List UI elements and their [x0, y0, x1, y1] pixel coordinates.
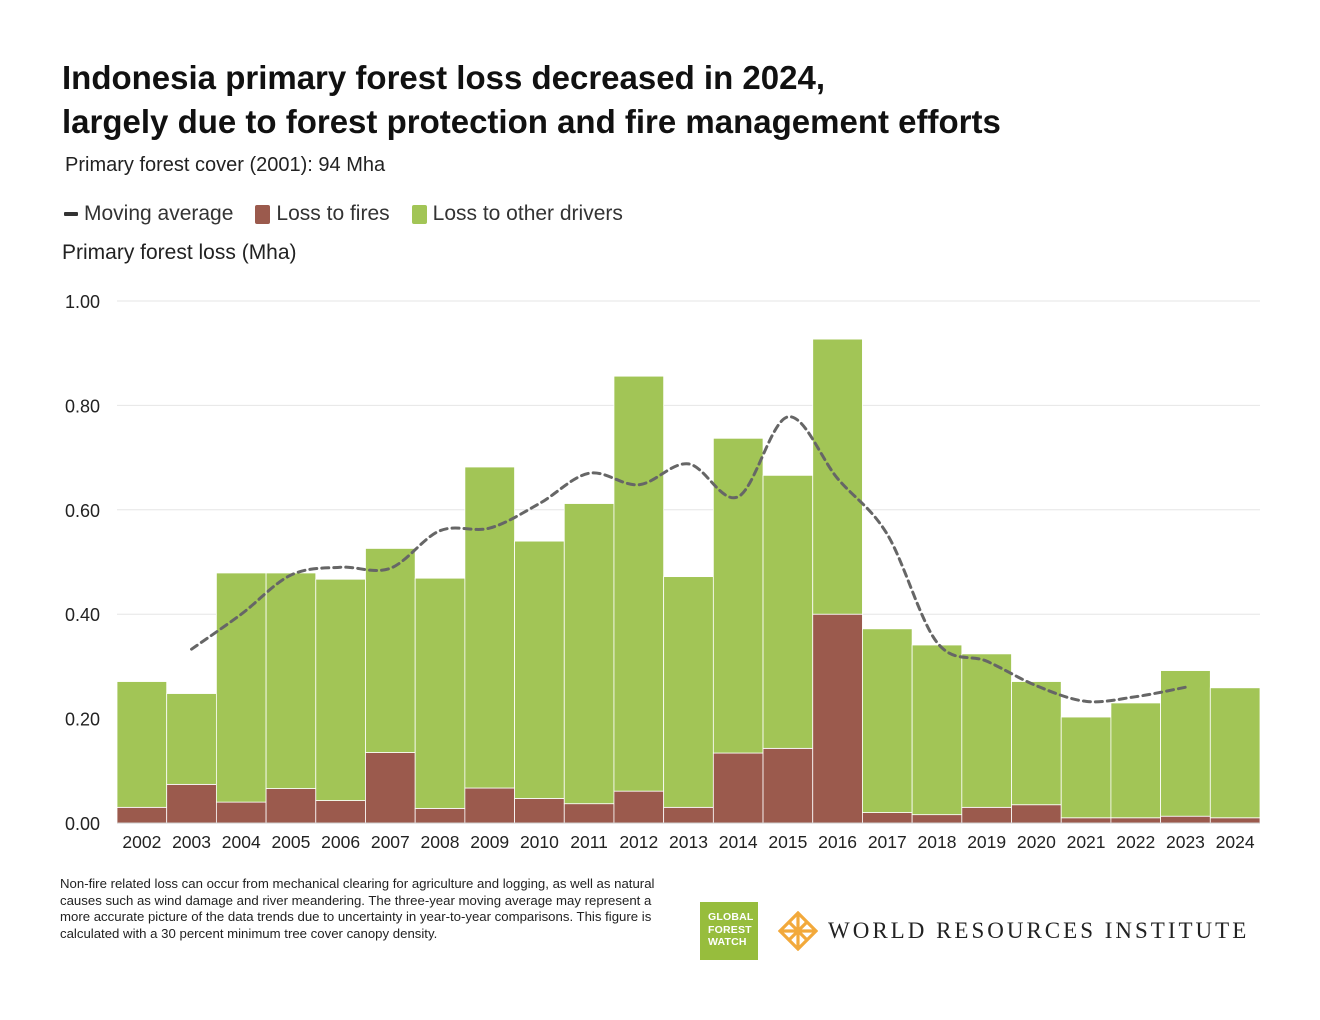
gfw-logo-line-2: FOREST — [708, 923, 752, 936]
bar-fires-2008 — [414, 807, 466, 824]
x-tick-label: 2021 — [1067, 832, 1106, 852]
bar-fires-2013 — [663, 806, 714, 824]
y-axis-label: Primary forest loss (Mha) — [62, 241, 297, 264]
bar-fires-2015 — [762, 747, 814, 824]
bar-fires-2002 — [116, 806, 168, 824]
x-tick-label: 2012 — [619, 832, 658, 852]
x-tick-label: 2008 — [421, 832, 460, 852]
bar-other-2019 — [961, 653, 1012, 808]
x-tick-label: 2002 — [122, 832, 161, 852]
x-tick-label: 2004 — [222, 832, 261, 852]
bar-other-2015 — [762, 474, 814, 749]
legend-swatch-fires — [255, 204, 271, 224]
bar-fires-2009 — [464, 787, 515, 824]
bar-fires-2010 — [514, 798, 565, 824]
bar-fires-2007 — [365, 752, 416, 824]
moving-average-line — [190, 415, 1187, 704]
bar-other-2021 — [1060, 716, 1112, 819]
bar-other-2005 — [265, 572, 317, 789]
x-tick-label: 2003 — [172, 832, 211, 852]
legend-item-other: Loss to other drivers — [411, 202, 623, 226]
chart-title-line-1: Indonesia primary forest loss decreased … — [62, 59, 825, 96]
bar-other-2010 — [514, 540, 565, 799]
bar-other-2023 — [1160, 670, 1211, 817]
bar-other-2020 — [1011, 681, 1062, 806]
bar-fires-2012 — [613, 790, 665, 824]
x-tick-label: 2010 — [520, 832, 559, 852]
bar-other-2012 — [613, 375, 665, 792]
x-tick-label: 2015 — [768, 832, 807, 852]
bar-fires-2022 — [1110, 817, 1162, 824]
legend-swatch-other — [411, 204, 427, 224]
chart-legend: Moving average Loss to fires Loss to oth… — [64, 202, 645, 226]
bar-other-2008 — [414, 577, 466, 809]
bar-other-2013 — [663, 576, 714, 808]
y-tick-label: 1.00 — [65, 292, 100, 312]
x-tick-label: 2006 — [321, 832, 360, 852]
legend-item-fires: Loss to fires — [255, 202, 390, 226]
x-tick-label: 2020 — [1017, 832, 1056, 852]
bar-other-2011 — [563, 503, 615, 805]
y-tick-label: 0.00 — [65, 814, 100, 834]
bar-fires-2020 — [1011, 804, 1062, 824]
x-tick-label: 2014 — [719, 832, 758, 852]
legend-label-other: Loss to other drivers — [432, 202, 623, 225]
x-tick-label: 2023 — [1166, 832, 1205, 852]
bar-fires-2024 — [1209, 817, 1261, 824]
bar-fires-2003 — [166, 783, 217, 824]
x-tick-label: 2007 — [371, 832, 410, 852]
x-tick-label: 2022 — [1116, 832, 1155, 852]
chart-title: Indonesia primary forest loss decreased … — [62, 56, 1262, 144]
legend-swatch-moving-average — [64, 212, 78, 216]
bar-other-2017 — [862, 628, 913, 813]
x-tick-label: 2005 — [271, 832, 310, 852]
x-tick-label: 2011 — [570, 832, 608, 852]
bar-other-2004 — [215, 572, 267, 803]
x-tick-label: 2009 — [470, 832, 509, 852]
bar-other-2003 — [166, 693, 217, 785]
x-tick-label: 2018 — [918, 832, 957, 852]
bar-other-2007 — [365, 548, 416, 753]
x-tick-label: 2013 — [669, 832, 708, 852]
x-tick-label: 2024 — [1216, 832, 1255, 852]
bar-fires-2019 — [961, 806, 1012, 824]
legend-item-moving-average: Moving average — [64, 202, 233, 226]
chart-subtitle: Primary forest cover (2001): 94 Mha — [65, 154, 386, 176]
global-forest-watch-logo: GLOBAL FOREST WATCH — [700, 902, 758, 960]
bar-chart: 0.00 0.20 0.40 0.60 0.80 1.00 2002 2003 2004 2005… — [65, 292, 1261, 852]
y-tick-label: 0.60 — [65, 501, 100, 521]
bar-fires-2014 — [712, 752, 764, 824]
gfw-logo-line-1: GLOBAL — [708, 911, 754, 923]
bar-other-2022 — [1110, 702, 1162, 819]
footnote: Non-fire related loss can occur from mec… — [60, 876, 655, 941]
legend-label-fires: Loss to fires — [276, 202, 390, 225]
bar-other-2018 — [911, 644, 963, 816]
bar-other-2002 — [116, 681, 168, 808]
x-tick-label: 2016 — [818, 832, 857, 852]
bar-fires-2017 — [862, 812, 913, 824]
y-tick-label: 0.20 — [65, 710, 100, 730]
wri-logo-text: WORLD RESOURCES INSTITUTE — [828, 918, 1250, 943]
bar-other-2024 — [1209, 687, 1261, 819]
legend-label-moving-average: Moving average — [84, 202, 234, 225]
gfw-logo-line-3: WATCH — [708, 936, 747, 948]
bar-fires-2011 — [563, 803, 615, 824]
bar-other-2014 — [712, 437, 764, 754]
y-tick-label: 0.40 — [65, 605, 100, 625]
bar-other-2009 — [464, 466, 515, 789]
chart-title-line-2: largely due to forest protection and fir… — [62, 103, 1001, 140]
bar-fires-2023 — [1160, 815, 1211, 824]
y-tick-label: 0.80 — [65, 396, 100, 416]
x-tick-label: 2017 — [868, 832, 907, 852]
bar-fires-2018 — [911, 814, 963, 824]
wri-logo-icon — [778, 911, 818, 951]
bar-other-2006 — [315, 578, 366, 801]
bar-fires-2021 — [1060, 817, 1112, 824]
bar-fires-2004 — [215, 801, 267, 824]
bar-fires-2016 — [812, 613, 863, 824]
bar-fires-2006 — [315, 800, 366, 824]
x-tick-label: 2019 — [967, 832, 1006, 852]
bar-fires-2005 — [265, 788, 317, 824]
